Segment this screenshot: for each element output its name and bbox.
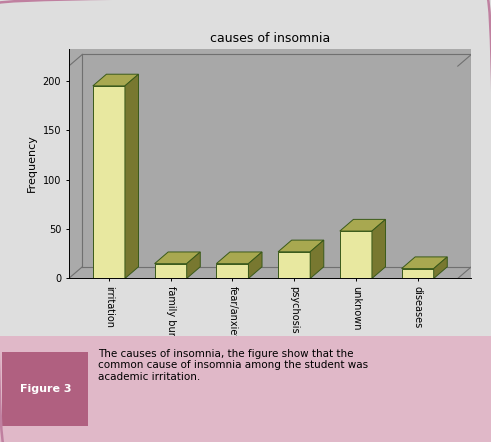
- Polygon shape: [434, 257, 447, 278]
- Title: causes of insomnia: causes of insomnia: [210, 32, 330, 45]
- Polygon shape: [187, 252, 200, 278]
- Polygon shape: [248, 252, 262, 278]
- Text: Figure 3: Figure 3: [20, 384, 71, 394]
- Polygon shape: [82, 54, 471, 267]
- Polygon shape: [155, 252, 200, 263]
- Polygon shape: [125, 74, 138, 278]
- Bar: [278, 252, 310, 278]
- Bar: [93, 86, 125, 278]
- Bar: [340, 231, 372, 278]
- Polygon shape: [217, 252, 262, 263]
- Text: The causes of insomnia, the figure show that the
common cause of insomnia among : The causes of insomnia, the figure show …: [98, 349, 368, 382]
- Polygon shape: [340, 219, 385, 231]
- FancyBboxPatch shape: [2, 352, 88, 426]
- Bar: [155, 263, 187, 278]
- Y-axis label: Frequency: Frequency: [27, 135, 37, 192]
- Bar: [217, 263, 248, 278]
- Polygon shape: [310, 240, 324, 278]
- Polygon shape: [278, 240, 324, 252]
- Polygon shape: [93, 74, 138, 86]
- FancyBboxPatch shape: [0, 336, 491, 442]
- Bar: [402, 269, 434, 278]
- Polygon shape: [372, 219, 385, 278]
- Polygon shape: [402, 257, 447, 269]
